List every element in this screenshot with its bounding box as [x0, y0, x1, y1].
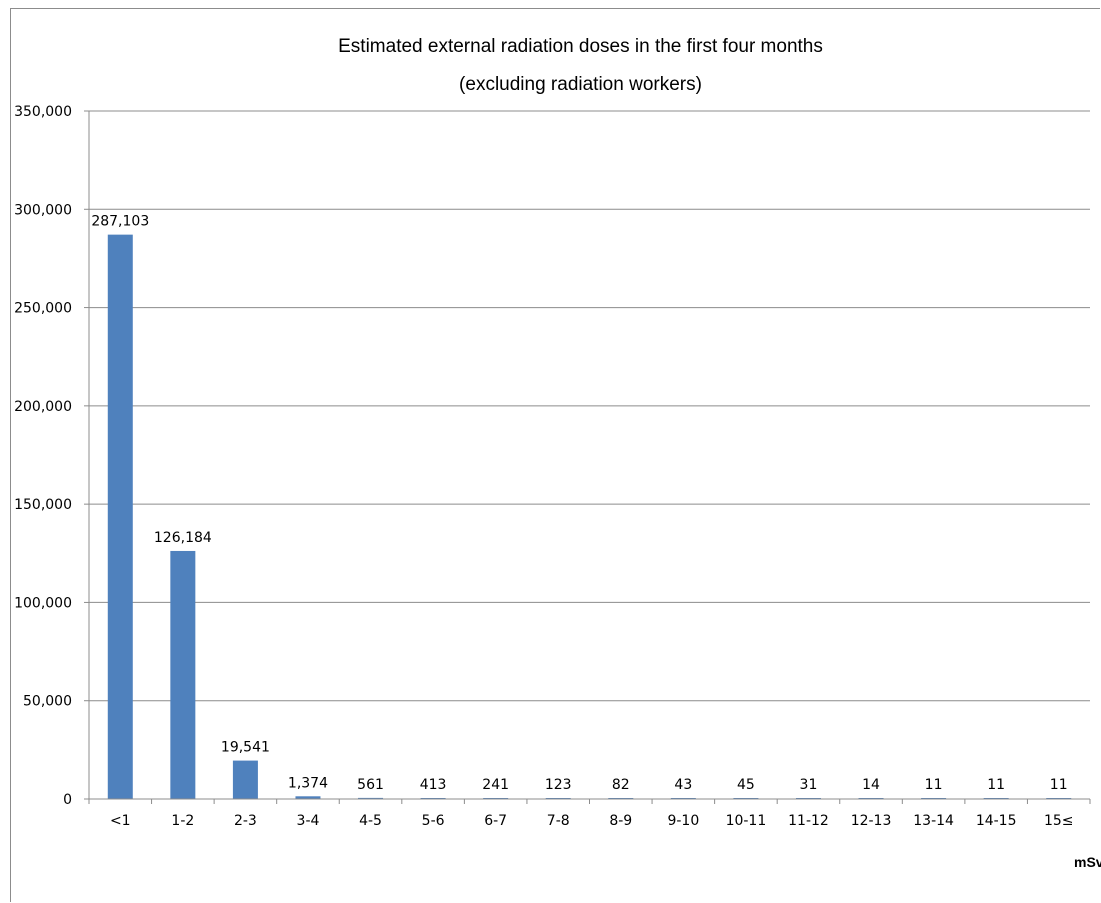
data-label: 1,374: [288, 775, 328, 791]
x-axis-unit-label: mSv: [1074, 854, 1101, 870]
bar: [358, 797, 384, 799]
x-tick-label: <1: [110, 813, 131, 829]
data-label: 126,184: [154, 530, 212, 546]
data-label: 287,103: [91, 214, 149, 230]
data-label: 561: [357, 777, 384, 793]
x-tick-label: 10-11: [726, 813, 767, 829]
data-label: 31: [800, 777, 818, 793]
data-labels: 287,103 126,184 19,541 1,374 561 413 241 123 82 4…: [91, 214, 1067, 793]
x-tick-label: 2-3: [234, 813, 257, 829]
x-tick-label: 4-5: [359, 813, 382, 829]
x-axis: <1 1-2 2-3 3-4 4-5 5-6 6-7 7-8 8-9 9-10 10-11 11-12…: [88, 798, 1091, 829]
y-tick-label: 0: [63, 792, 72, 808]
y-tick-label: 200,000: [14, 399, 72, 415]
x-tick-label: 3-4: [297, 813, 320, 829]
x-tick-label: 13-14: [913, 813, 954, 829]
data-label: 413: [420, 777, 447, 793]
chart-title: Estimated external radiation doses in th…: [338, 36, 823, 57]
data-label: 14: [862, 777, 880, 793]
data-label: 45: [737, 777, 755, 793]
y-tick-label: 50,000: [23, 694, 72, 710]
bar: [232, 760, 258, 799]
data-label: 123: [545, 777, 572, 793]
x-tick-label: 15≤: [1044, 813, 1074, 829]
y-tick-label: 150,000: [14, 497, 72, 513]
chart-frame: [10, 8, 1100, 902]
x-tick-label: 14-15: [976, 813, 1017, 829]
x-tick-label: 1-2: [171, 813, 194, 829]
data-label: 11: [925, 777, 943, 793]
data-label: 11: [987, 777, 1005, 793]
data-label: 82: [612, 777, 630, 793]
x-tick-label: 9-10: [667, 813, 699, 829]
x-tick-label: 6-7: [484, 813, 507, 829]
x-tick-label: 11-12: [788, 813, 829, 829]
data-label: 43: [674, 777, 692, 793]
x-tick-label: 5-6: [422, 813, 445, 829]
y-tick-label: 300,000: [14, 202, 72, 218]
bar: [170, 550, 196, 799]
data-label: 19,541: [221, 740, 270, 756]
bar: [295, 796, 321, 799]
data-label: 241: [482, 777, 509, 793]
x-tick-label: 7-8: [547, 813, 570, 829]
bars: [107, 234, 1072, 800]
y-tick-label: 250,000: [14, 301, 72, 317]
x-tick-label: 12-13: [851, 813, 892, 829]
chart-subtitle: (excluding radiation workers): [459, 74, 702, 95]
data-label: 11: [1050, 777, 1068, 793]
y-tick-label: 350,000: [14, 104, 72, 120]
y-tick-label: 100,000: [14, 595, 72, 611]
x-tick-label: 8-9: [609, 813, 632, 829]
y-axis: 0 50,000 100,000 150,000 200,000 250,000 300,0…: [14, 104, 90, 808]
gridlines: [84, 110, 1090, 800]
bar: [107, 234, 133, 800]
